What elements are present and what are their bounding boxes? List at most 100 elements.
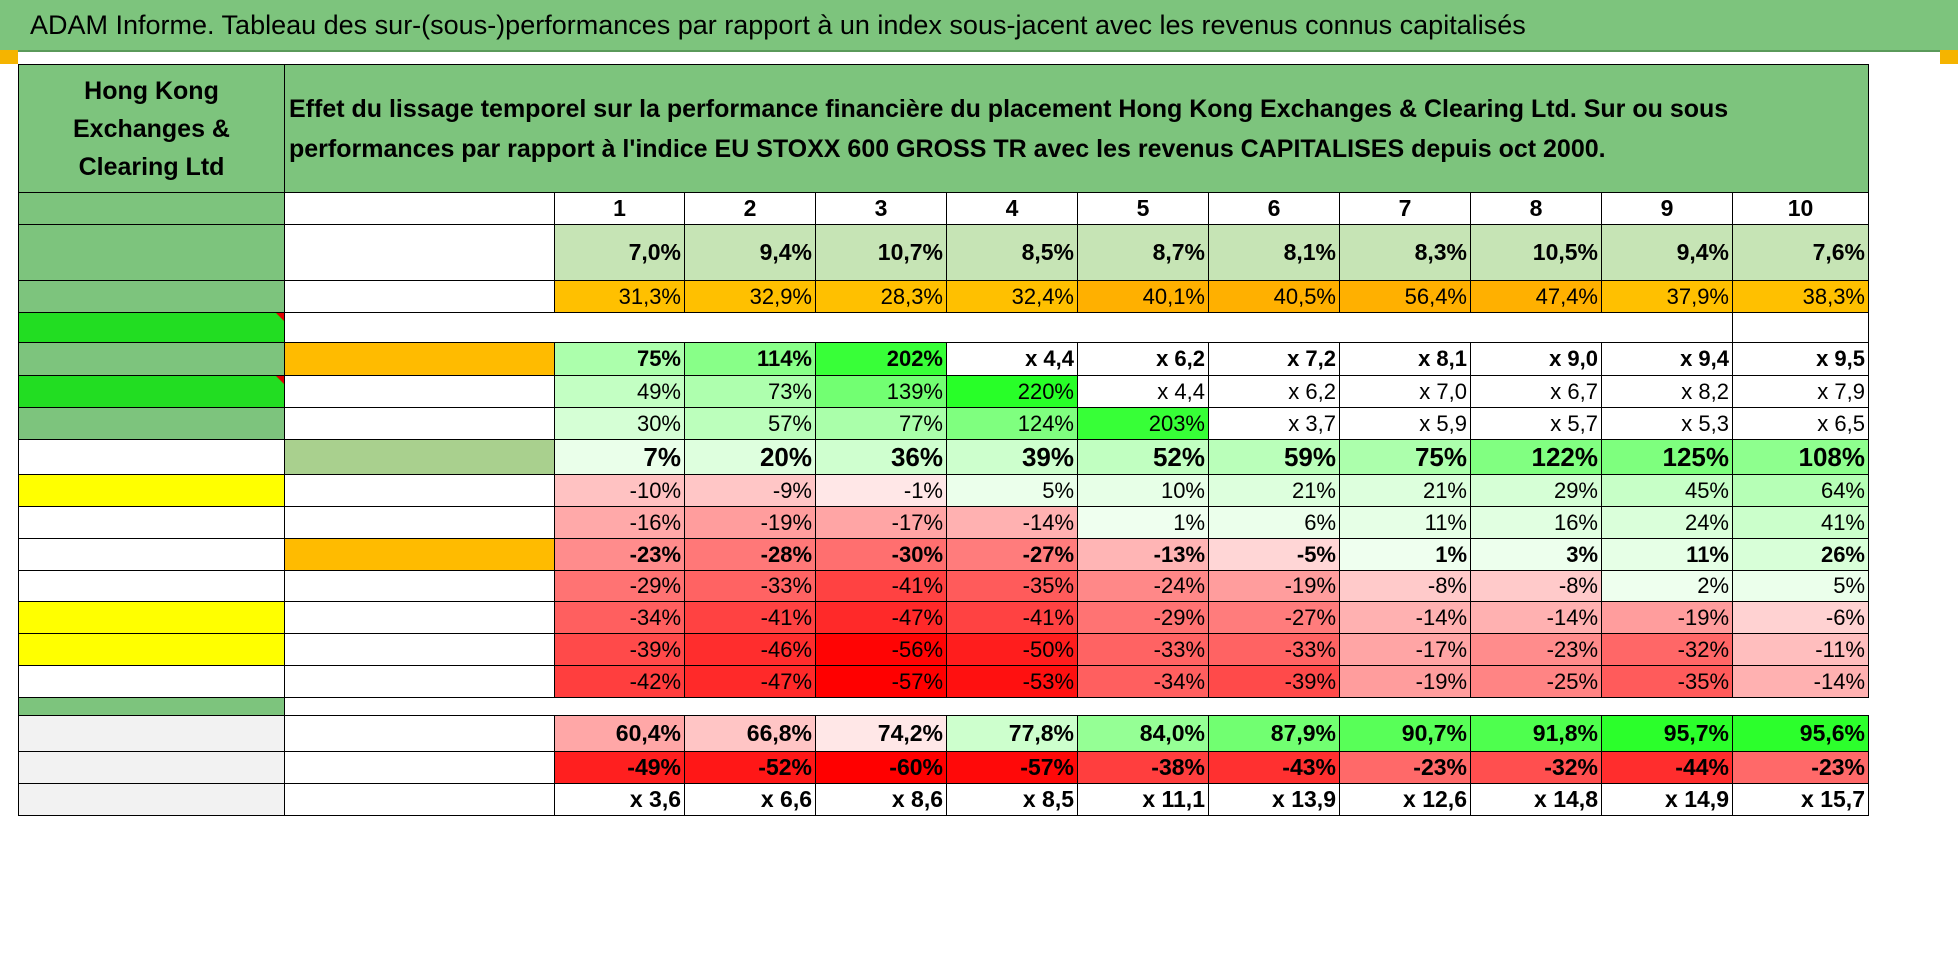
min-value: -43% [1208, 751, 1340, 784]
percentile-value: 108% [1732, 439, 1869, 475]
percentile-value: x 6,2 [1077, 342, 1209, 376]
percentile-value: 1% [1077, 506, 1209, 539]
percentile-value: 49% [554, 375, 685, 408]
percentile-value: -9% [684, 474, 816, 507]
percentile-value: x 9,0 [1470, 342, 1602, 376]
percentile-value: x 4,4 [946, 342, 1078, 376]
percentile-value: 6% [1208, 506, 1340, 539]
max-value: x 12,6 [1339, 783, 1471, 816]
percentile-value: x 9,5 [1732, 342, 1869, 376]
percentile-value: -33% [1208, 633, 1340, 666]
percentile-value: -27% [946, 538, 1078, 571]
percentile-value: 21% [1208, 474, 1340, 507]
percentile-value: -33% [1077, 633, 1209, 666]
percentile-value: -39% [1208, 665, 1340, 698]
moy-label [18, 474, 285, 507]
percentile-label [284, 570, 555, 602]
percentile-value: -13% [1077, 538, 1209, 571]
percentile-value: 1% [1339, 538, 1471, 571]
rend-label [284, 224, 555, 281]
year-header: 1 [554, 192, 685, 225]
year-header: 8 [1470, 192, 1602, 225]
vol-value: 31,3% [554, 280, 685, 313]
percentile-value: 41% [1732, 506, 1869, 539]
period-label [18, 439, 285, 475]
level1-value [18, 312, 285, 343]
min-value: -49% [554, 751, 685, 784]
percentile-value: 52% [1077, 439, 1209, 475]
vol-value: 56,4% [1339, 280, 1471, 313]
separator-blank [284, 697, 1869, 716]
percentile-value: -29% [554, 570, 685, 602]
percentile-value: -17% [815, 506, 947, 539]
year-header: 10 [1732, 192, 1869, 225]
percentile-value: 7% [554, 439, 685, 475]
percentile-value: -35% [946, 570, 1078, 602]
percentile-value: 64% [1732, 474, 1869, 507]
percentile-value: 30% [554, 407, 685, 440]
percentile-value: 75% [554, 342, 685, 376]
percentile-value: -47% [815, 601, 947, 634]
percentile-value: 45% [1601, 474, 1733, 507]
min-value: -32% [1470, 751, 1602, 784]
rend-value: 7,6% [1732, 224, 1869, 281]
max-value: x 11,1 [1077, 783, 1209, 816]
percentile-value: 24% [1601, 506, 1733, 539]
percentile-value: -56% [815, 633, 947, 666]
pos-value: 95,7% [1601, 715, 1733, 752]
percentile-value: -23% [554, 538, 685, 571]
percentile-value: 39% [946, 439, 1078, 475]
rend-value: 9,4% [684, 224, 816, 281]
percentile-value: -25% [1470, 665, 1602, 698]
percentile-value: x 6,5 [1732, 407, 1869, 440]
rend-value: 10,5% [1470, 224, 1602, 281]
percentile-value: -30% [815, 538, 947, 571]
min-value: -23% [1732, 751, 1869, 784]
sharpe-label [18, 570, 285, 602]
pos-label [284, 715, 555, 752]
percentile-value: -27% [1208, 601, 1340, 634]
max-value: x 3,6 [554, 783, 685, 816]
min-value: -60% [815, 751, 947, 784]
percentile-label [284, 506, 555, 539]
percentile-value: 5% [1732, 570, 1869, 602]
max-value: x 15,7 [1732, 783, 1869, 816]
percentile-label [284, 342, 555, 376]
percentile-value: 36% [815, 439, 947, 475]
percentile-value: -57% [815, 665, 947, 698]
percentile-value: -14% [1339, 601, 1471, 634]
compar-index-label [18, 342, 285, 376]
rend-value: 8,3% [1339, 224, 1471, 281]
percentile-value: -5% [1208, 538, 1340, 571]
percentile-value: 77% [815, 407, 947, 440]
performance-table: Hong Kong Exchanges & Clearing Ltd Effet… [18, 64, 1869, 816]
vol-value: 40,1% [1077, 280, 1209, 313]
percentile-value: 5% [946, 474, 1078, 507]
max-value: x 8,6 [815, 783, 947, 816]
style-label [18, 280, 285, 313]
vol-value: 37,9% [1601, 280, 1733, 313]
percentile-value: -1% [815, 474, 947, 507]
percentile-value: -50% [946, 633, 1078, 666]
compar-full-label [18, 665, 285, 698]
vol-value: 38,3% [1732, 280, 1869, 313]
description-line1: Effet du lissage temporel sur la perform… [289, 94, 1729, 123]
right-edge-marker [1940, 50, 1958, 64]
min-value: -52% [684, 751, 816, 784]
percentile-value: -6% [1732, 601, 1869, 634]
percentile-value: 26% [1732, 538, 1869, 571]
percentile-value: 114% [684, 342, 816, 376]
year-header: 2 [684, 192, 816, 225]
percentile-value: x 8,2 [1601, 375, 1733, 408]
percentile-value: -8% [1470, 570, 1602, 602]
percentile-value: 220% [946, 375, 1078, 408]
percentile-value: -28% [684, 538, 816, 571]
min-label [284, 751, 555, 784]
momentum-label [18, 715, 285, 752]
title-bar: ADAM Informe. Tableau des sur-(sous-)per… [0, 0, 1958, 52]
percentile-value: -29% [1077, 601, 1209, 634]
percentile-value: x 7,0 [1339, 375, 1471, 408]
percentile-value: -46% [684, 633, 816, 666]
percentile-value: -23% [1470, 633, 1602, 666]
percentile-value: -19% [1208, 570, 1340, 602]
